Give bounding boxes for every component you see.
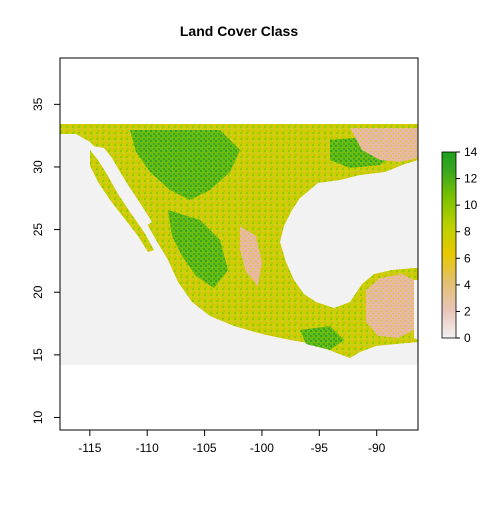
plot-frame	[59, 57, 419, 431]
legend: 0 2 4 6 8 10 12 14	[441, 145, 478, 345]
gulf-of-california	[92, 146, 152, 226]
forest-region-south	[300, 326, 344, 350]
x-tick-label: -95	[311, 441, 329, 455]
y-tick-label: 35	[31, 97, 45, 111]
barren-region-yucatan	[366, 274, 414, 338]
legend-colorbar	[441, 151, 457, 339]
legend-tick-label: 8	[464, 225, 471, 239]
forest-region-north	[130, 130, 240, 200]
x-tick-label: -115	[78, 441, 101, 455]
y-tick-label: 15	[31, 348, 45, 362]
x-tick-label: -100	[250, 441, 274, 455]
legend-ticks: 0 2 4 6 8 10 12 14	[456, 145, 478, 345]
legend-tick-label: 0	[464, 331, 471, 345]
y-axis: 10 15 20 25 30 35	[31, 97, 60, 424]
legend-tick-label: 14	[464, 145, 478, 159]
legend-tick-label: 6	[464, 251, 471, 265]
baja-california	[90, 150, 154, 252]
barren-region-ne	[350, 128, 418, 162]
y-tick-label: 10	[31, 410, 45, 424]
legend-tick-label: 12	[464, 172, 478, 186]
pacific-ocean-coast	[60, 150, 360, 364]
legend-tick-label: 10	[464, 198, 478, 212]
legend-tick-label: 2	[464, 304, 471, 318]
land-mass	[60, 124, 418, 358]
gulf-of-mexico	[288, 164, 418, 302]
y-tick-label: 20	[31, 285, 45, 299]
y-tick-label: 30	[31, 160, 45, 174]
caribbean-sea	[414, 280, 418, 340]
plot-area	[60, 124, 418, 365]
map-title: Land Cover Class	[180, 23, 298, 39]
forest-region-sierra	[168, 210, 228, 288]
x-axis: -115 -110 -105 -100 -95 -90	[78, 430, 386, 455]
x-tick-label: -90	[368, 441, 386, 455]
legend-tick-label: 4	[464, 278, 471, 292]
barren-region-center	[240, 226, 262, 286]
y-tick-label: 25	[31, 223, 45, 237]
x-tick-label: -105	[193, 441, 217, 455]
x-tick-label: -110	[136, 441, 159, 455]
